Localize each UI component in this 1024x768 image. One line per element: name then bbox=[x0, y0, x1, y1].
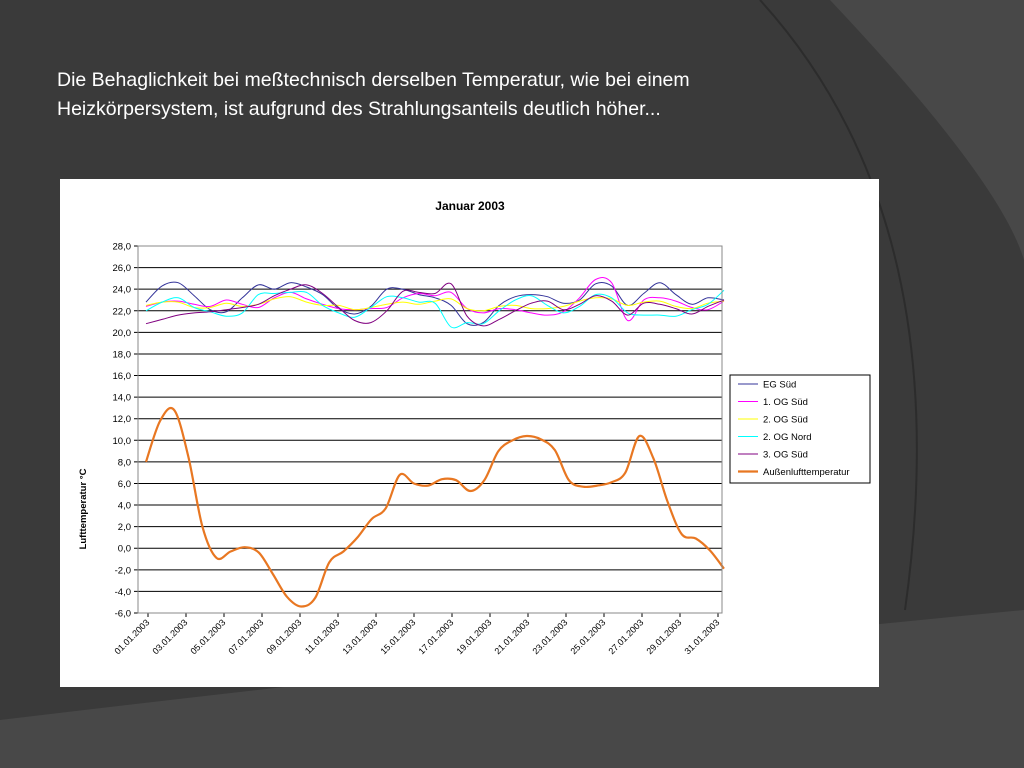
x-tick-label: 17.01.2003 bbox=[416, 617, 455, 656]
x-tick-label: 27.01.2003 bbox=[606, 617, 645, 656]
y-tick-label: 16,0 bbox=[113, 371, 132, 382]
x-tick-label: 31.01.2003 bbox=[682, 617, 721, 656]
y-tick-label: 8,0 bbox=[118, 457, 131, 468]
y-axis-label: Lufttemperatur °C bbox=[78, 468, 89, 549]
x-tick-label: 23.01.2003 bbox=[530, 617, 569, 656]
y-tick-label: 0,0 bbox=[118, 544, 131, 555]
series-line-2 bbox=[145, 277, 725, 322]
legend-label: EG Süd bbox=[763, 380, 796, 391]
slide-text: Die Behaglichkeit bei meßtechnisch derse… bbox=[57, 66, 817, 124]
y-tick-label: 20,0 bbox=[113, 328, 132, 339]
x-tick-label: 05.01.2003 bbox=[188, 617, 227, 656]
y-tick-label: 22,0 bbox=[113, 306, 132, 317]
series-line-3 bbox=[145, 296, 725, 312]
legend-label: 3. OG Süd bbox=[763, 450, 808, 461]
x-tick-label: 07.01.2003 bbox=[226, 617, 265, 656]
y-tick-label: 14,0 bbox=[113, 393, 132, 404]
x-tick-label: 25.01.2003 bbox=[568, 617, 607, 656]
chart-panel: Januar 2003 Lufttemperatur °C -6,0 -4,0 -2… bbox=[60, 179, 879, 687]
x-tick-label: 03.01.2003 bbox=[150, 617, 189, 656]
y-tick-label: 6,0 bbox=[118, 479, 131, 490]
slide-text-line2: Heizkörpersystem, ist aufgrund des Strah… bbox=[57, 98, 661, 120]
x-tick-label: 19.01.2003 bbox=[454, 617, 493, 656]
legend-label: 2. OG Süd bbox=[763, 415, 808, 426]
legend-label: 2. OG Nord bbox=[763, 432, 812, 443]
y-tick-labels: -6,0 -4,0 -2,0 0,0 2,0 4,0 6,0 8,0 10,0 12,0 14,0 1… bbox=[113, 242, 132, 620]
y-tick-label: 10,0 bbox=[113, 436, 132, 447]
background-corner bbox=[830, 0, 1024, 260]
y-tick-label: -6,0 bbox=[115, 609, 131, 620]
x-tick-label: 11.01.2003 bbox=[303, 617, 341, 655]
legend: EG Süd 1. OG Süd 2. OG Süd 2. OG Nord 3. OG … bbox=[729, 374, 871, 484]
y-tick-label: 4,0 bbox=[118, 501, 131, 512]
chart-title: Januar 2003 bbox=[435, 199, 505, 213]
y-tick-label: 18,0 bbox=[113, 349, 132, 360]
y-tick-label: 24,0 bbox=[113, 285, 132, 296]
x-tick-label: 15.01.2003 bbox=[378, 617, 417, 656]
x-tick-label: 21.01.2003 bbox=[492, 617, 531, 656]
x-tick-label: 09.01.2003 bbox=[264, 617, 303, 656]
y-tick-label: 28,0 bbox=[113, 242, 132, 253]
plot-area-border bbox=[137, 245, 723, 614]
x-tick-labels: 01.01.2003 03.01.2003 05.01.2003 07.01.2003… bbox=[112, 613, 721, 656]
legend-label: Außenlufttemperatur bbox=[763, 467, 850, 478]
y-tick-label: -4,0 bbox=[115, 587, 131, 598]
legend-label: 1. OG Süd bbox=[763, 397, 808, 408]
series-line-4 bbox=[145, 289, 725, 329]
background-arc bbox=[759, 0, 918, 611]
y-tick-label: 26,0 bbox=[113, 263, 132, 274]
x-tick-label: 13.01.2003 bbox=[340, 617, 379, 656]
legend-box bbox=[729, 374, 871, 484]
series-line-5 bbox=[145, 282, 725, 327]
x-tick-label: 01.01.2003 bbox=[112, 617, 151, 656]
series-line-6 bbox=[144, 406, 725, 608]
series-lines bbox=[144, 277, 725, 608]
y-tick-label: 2,0 bbox=[118, 522, 131, 533]
line-chart: Januar 2003 Lufttemperatur °C -6,0 -4,0 -2… bbox=[78, 199, 871, 656]
x-tick-label: 29.01.2003 bbox=[644, 617, 683, 656]
y-tick-label: -2,0 bbox=[115, 565, 131, 576]
y-tick-label: 12,0 bbox=[113, 414, 132, 425]
slide-text-line1: Die Behaglichkeit bei meßtechnisch derse… bbox=[57, 69, 690, 91]
